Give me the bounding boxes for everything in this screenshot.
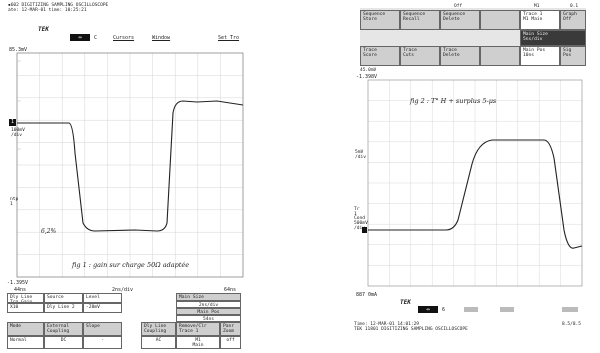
left-settings-button[interactable]: Set Tro: [218, 35, 240, 41]
right-menu-graph[interactable]: Graph Off: [560, 10, 586, 30]
left-header-line1: ▪602 DIGITIZING SAMPLING OSCILLOSCOPE: [8, 3, 109, 8]
menu-ext-coupling-value: DC: [44, 336, 83, 349]
right-footer-right: 8.5/8.5: [562, 322, 581, 327]
right-channel-marker[interactable]: [362, 227, 367, 233]
menu-trace-value: M1 Main: [176, 336, 220, 349]
menu-slope-value: -: [83, 336, 122, 349]
right-footer-line1: Time: 12-MAR-01 14:01:29: [354, 322, 420, 327]
right-scope-printout: Sequence Store Sequence Recall Sequence …: [340, 0, 600, 353]
right-menu-sequence-store[interactable]: Sequence Store: [360, 10, 400, 30]
right-bottom-control-3[interactable]: [562, 307, 578, 312]
left-menu-panel: Dly Line Trg Gain Source Level Main Size…: [7, 293, 241, 349]
right-menu-sig-pos[interactable]: Sig Pos: [560, 46, 586, 66]
left-window-button[interactable]: Window: [152, 35, 171, 41]
menu-zoom-value: off: [220, 336, 241, 349]
right-menu-panel: Sequence Store Sequence Recall Sequence …: [360, 8, 586, 66]
left-arrow-button[interactable]: ⇔: [70, 34, 90, 41]
right-menu-main-pos[interactable]: Main Pos 10ns: [520, 46, 560, 66]
left-figure-annotation: fig 1 : gain sur charge 50Ω adaptée: [72, 261, 190, 269]
right-bottom-bar-label: 6: [442, 307, 446, 313]
menu-main-size-value: 2ns/div: [176, 301, 241, 308]
right-menu-trace-cuts[interactable]: Trace Cuts: [400, 46, 440, 66]
left-scope-printout: ▪602 DIGITIZING SAMPLING OSCILLOSCOPE at…: [0, 0, 248, 353]
menu-dly-coupling-value: AC: [141, 336, 176, 349]
left-ntp-label: ntp 1: [10, 197, 19, 207]
right-bottom-control-1[interactable]: [464, 307, 478, 312]
right-menu-small-range: 0.1: [570, 4, 579, 9]
menu-main-pos[interactable]: Main Pos: [176, 308, 241, 315]
right-channel-label: Tr 1: [354, 207, 360, 217]
right-menu-blank-2[interactable]: [480, 46, 520, 66]
right-bottom-value: 887 0mA: [356, 292, 378, 298]
menu-external-coupling[interactable]: External Coupling: [44, 322, 83, 336]
left-cursors-button[interactable]: Cursors: [113, 35, 135, 41]
menu-trg-gain-value: X10: [7, 303, 44, 313]
left-bottom-value: -1.395V: [7, 280, 29, 286]
menu-panr-zoom[interactable]: Panr Zoom: [220, 322, 241, 336]
menu-source-value: Dly Line 2: [44, 303, 83, 313]
right-menu-blank-1[interactable]: [480, 10, 520, 30]
right-tek-logo: TEK: [400, 299, 411, 306]
left-percent-annotation: 6,2%: [41, 228, 57, 235]
left-time-end: 64ns: [224, 287, 237, 293]
right-menu-trace1[interactable]: Trace 1 M1 Main: [520, 10, 560, 30]
right-graticule: [367, 79, 583, 287]
right-bottom-control-2[interactable]: [500, 307, 514, 312]
right-menu-trace-delete[interactable]: Trace Delete: [440, 46, 480, 66]
right-menu-main-size[interactable]: Main Size 5ns/div: [520, 30, 586, 46]
menu-level-value: -28mV: [83, 303, 122, 313]
left-channel-marker[interactable]: 1: [9, 119, 16, 126]
left-top-value: 85.3mV: [9, 47, 28, 53]
right-menu-sequence-delete[interactable]: Sequence Delete: [440, 10, 480, 30]
right-footer-line2: TEK 11801 DIGITIZING SAMPLING OSCILLOSCO…: [354, 327, 468, 332]
right-menu-small-off: Off: [454, 4, 463, 9]
right-cond-label: Cond 500mV /div: [354, 216, 368, 231]
left-time-div: 2ns/div: [112, 287, 134, 293]
menu-main-pos-value: 54ns: [176, 315, 241, 322]
left-scale-label: 100mV /div: [11, 128, 25, 138]
left-header-line2: ate: 12-MAR-01 time: 10:25:21: [8, 8, 87, 13]
right-figure-annotation: fig 2 : T° H + surplus 5-μs: [410, 97, 497, 105]
right-arrow-button[interactable]: ⇔: [418, 306, 438, 313]
left-tek-logo: TEK: [38, 26, 49, 33]
menu-slope[interactable]: Slope: [83, 322, 122, 336]
right-menu-small-mv: 45.0mV: [360, 68, 377, 73]
right-menu-small-m1: M1: [534, 4, 540, 9]
right-menu-sequence-recall[interactable]: Sequence Recall: [400, 10, 440, 30]
right-menu-trace-score[interactable]: Trace Score: [360, 46, 400, 66]
right-waveform-trace: [368, 139, 583, 249]
left-graticule: [16, 52, 244, 278]
menu-dly-line-trg-gain[interactable]: Dly Line Trg Gain: [7, 293, 44, 303]
menu-remove-clr-trace[interactable]: Remove/Clr Trace 1: [176, 322, 220, 336]
menu-source[interactable]: Source: [44, 293, 83, 303]
right-top-value: -1.398V: [356, 74, 378, 80]
menu-mode-value: Normal: [7, 336, 44, 349]
left-waveform-trace: [17, 100, 244, 232]
left-toolbar-c: C: [94, 35, 98, 41]
menu-main-size[interactable]: Main Size: [176, 293, 241, 301]
menu-mode[interactable]: Mode: [7, 322, 44, 336]
right-scale-label: 5mV /div: [355, 150, 367, 160]
menu-level[interactable]: Level: [83, 293, 122, 303]
menu-dly-line-coupling[interactable]: Dly Line Coupling: [141, 322, 176, 336]
left-time-start: 44ns: [14, 287, 27, 293]
